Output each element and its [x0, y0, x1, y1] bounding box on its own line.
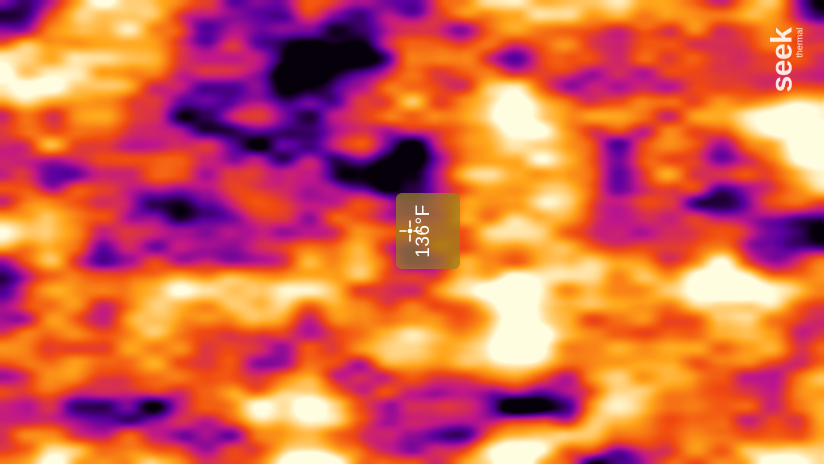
crosshair-icon: [399, 220, 421, 242]
spot-temperature-value: 136°F: [413, 204, 434, 258]
spot-temperature-readout: 136°F: [396, 193, 460, 269]
seek-thermal-logo: seek thermal: [766, 28, 805, 93]
